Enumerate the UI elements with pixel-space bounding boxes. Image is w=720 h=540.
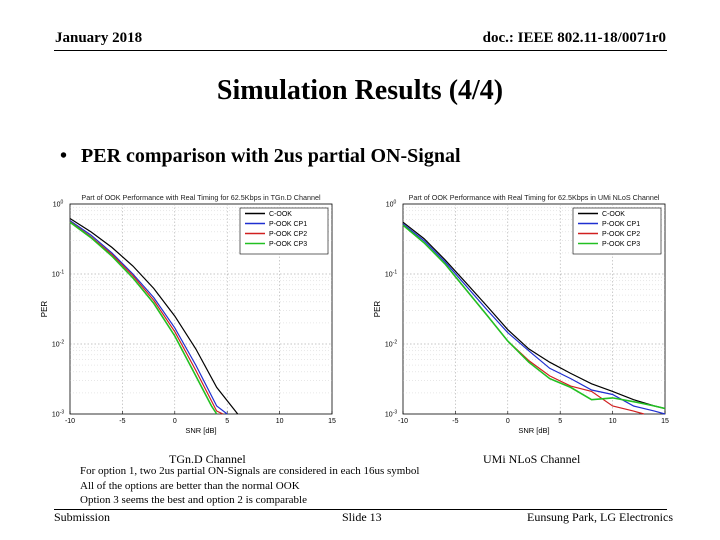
x-tick-label: -5	[119, 418, 125, 425]
legend-label: P-OOK CP2	[602, 231, 640, 238]
chart-title: Part of OOK Performance with Real Timing…	[409, 193, 660, 202]
x-tick-label: -10	[65, 418, 75, 425]
y-tick-label: 100	[53, 200, 64, 209]
caption-umi: UMi NLoS Channel	[483, 452, 581, 466]
footer-slide-number: Slide 13	[342, 510, 382, 524]
x-axis-label: SNR [dB]	[185, 426, 216, 435]
x-tick-label: -10	[398, 418, 408, 425]
legend-label: P-OOK CP3	[269, 241, 307, 248]
series-line	[69, 221, 224, 415]
x-tick-label: 0	[506, 418, 510, 425]
series-line	[402, 224, 666, 410]
y-tick-label: 10-2	[385, 340, 397, 349]
y-tick-label: 10-3	[385, 410, 397, 419]
bullet-point: • PER comparison with 2us partial ON-Sign…	[60, 145, 461, 168]
series-line	[69, 220, 228, 415]
caption-tgnd: TGn.D Channel	[169, 452, 246, 466]
footer-author: Eunsung Park, LG Electronics	[527, 510, 673, 524]
header-divider	[54, 50, 667, 51]
x-tick-label: -5	[452, 418, 458, 425]
y-tick-label: 10-2	[52, 340, 64, 349]
y-axis-label: PER	[40, 301, 49, 318]
y-tick-label: 10-1	[385, 270, 397, 279]
footer-divider	[54, 509, 667, 510]
bullet-dot-icon: •	[60, 145, 68, 167]
legend-label: P-OOK CP1	[269, 221, 307, 228]
legend-label: P-OOK CP1	[602, 221, 640, 228]
chart-title: Part of OOK Performance with Real Timing…	[81, 193, 321, 202]
x-tick-label: 10	[276, 418, 284, 425]
note-line: For option 1, two 2us partial ON-Signals…	[80, 465, 420, 477]
plot-tgnd: Part of OOK Performance with Real Timing…	[38, 192, 338, 440]
legend-label: C-OOK	[602, 211, 625, 218]
y-tick-label: 10-1	[52, 270, 64, 279]
x-tick-label: 10	[609, 418, 617, 425]
chart-tgnd: Part of OOK Performance with Real Timing…	[40, 193, 336, 435]
y-tick-label: 10-3	[52, 410, 64, 419]
legend-label: P-OOK CP2	[269, 231, 307, 238]
legend-box	[239, 207, 329, 255]
legend-label: P-OOK CP3	[602, 241, 640, 248]
y-axis-label: PER	[373, 301, 382, 318]
x-tick-label: 0	[173, 418, 177, 425]
plot-umi: Part of OOK Performance with Real Timing…	[371, 192, 671, 440]
chart-umi: Part of OOK Performance with Real Timing…	[373, 193, 669, 435]
slide-title: Simulation Results (4/4)	[216, 75, 504, 106]
x-tick-label: 15	[661, 418, 669, 425]
x-tick-label: 15	[328, 418, 336, 425]
bullet-text: PER comparison with 2us partial ON-Signa…	[81, 145, 461, 167]
series-line	[69, 221, 218, 415]
header-date: January 2018	[55, 30, 143, 46]
legend-box	[572, 207, 662, 255]
x-tick-label: 5	[558, 418, 562, 425]
note-line: Option 3 seems the best and option 2 is …	[80, 494, 307, 506]
x-tick-label: 5	[225, 418, 229, 425]
series-line	[69, 217, 239, 415]
series-line	[402, 221, 666, 410]
y-tick-label: 100	[386, 200, 397, 209]
series-line	[402, 223, 666, 415]
header-doc-id: doc.: IEEE 802.11-18/0071r0	[482, 30, 666, 46]
x-axis-label: SNR [dB]	[518, 426, 549, 435]
legend-label: C-OOK	[269, 211, 292, 218]
note-line: All of the options are better than the n…	[80, 480, 300, 492]
footer-submission: Submission	[54, 510, 111, 524]
